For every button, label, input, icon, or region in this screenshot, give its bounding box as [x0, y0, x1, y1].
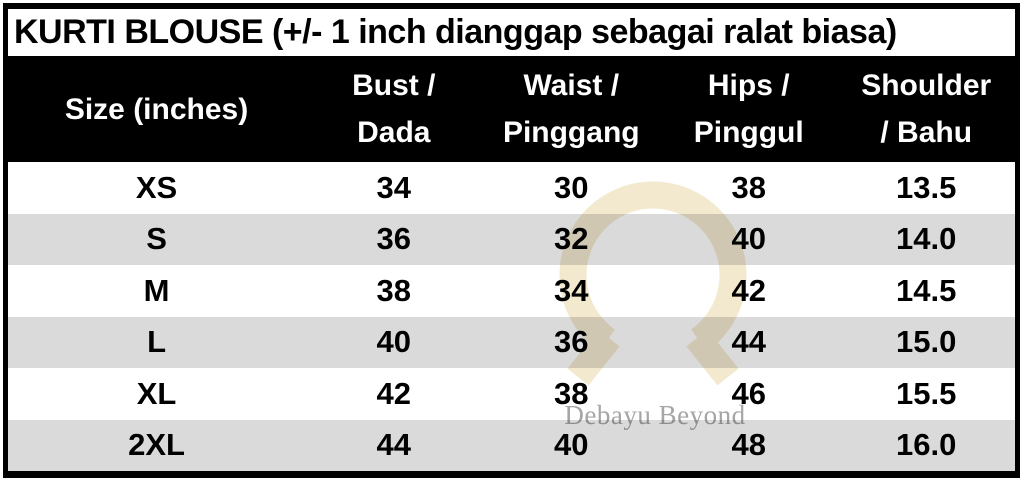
- cell-size: 2XL: [128, 427, 185, 463]
- header-cell-bust: Bust / Dada: [305, 56, 482, 162]
- cell-hips: 38: [731, 169, 766, 205]
- header-label-hips-line1: Hips /: [707, 69, 790, 102]
- cell-hips: 40: [731, 221, 766, 257]
- cell-shoulder: 15.0: [896, 324, 957, 360]
- cell-shoulder: 14.0: [896, 221, 957, 257]
- cell-bust: 38: [376, 272, 412, 308]
- header-label-hips-line2: Pinggul: [693, 116, 804, 149]
- cell-size: M: [143, 272, 170, 308]
- cell-waist: 38: [554, 375, 589, 411]
- cell-shoulder: 16.0: [896, 427, 957, 463]
- header-row: Size (inches) Bust / Dada Waist / Pingga…: [8, 56, 1015, 162]
- table-row-l: L 40 36 44 15.0: [8, 316, 1015, 368]
- header-cell-hips: Hips / Pinggul: [660, 56, 837, 162]
- cell-size: XL: [136, 375, 177, 411]
- cell-shoulder: 14.5: [896, 272, 957, 308]
- cell-hips: 48: [731, 427, 766, 463]
- table-row-2xl: 2XL 44 40 48 16.0: [8, 419, 1015, 471]
- cell-bust: 34: [376, 169, 412, 205]
- header-label-bust-line1: Bust /: [352, 69, 436, 102]
- title-row: KURTI BLOUSE (+/- 1 inch dianggap sebaga…: [8, 9, 1015, 56]
- cell-size: S: [146, 221, 167, 257]
- cell-waist: 36: [554, 324, 589, 360]
- header-cell-size: Size (inches): [8, 56, 305, 162]
- size-chart-table: KURTI BLOUSE (+/- 1 inch dianggap sebaga…: [3, 3, 1020, 478]
- cell-waist: 30: [554, 169, 589, 205]
- header-label-waist-line2: Pinggang: [502, 116, 640, 149]
- table-body: XS 34 30 38 13.5 S 36 32 40 14.0 M 38 34…: [8, 162, 1015, 471]
- header-label-shoulder-line1: Shoulder: [861, 69, 992, 102]
- cell-size: XS: [135, 169, 178, 205]
- header-label-waist-line1: Waist /: [523, 69, 620, 102]
- cell-shoulder: 15.5: [896, 375, 957, 411]
- cell-waist: 32: [554, 221, 589, 257]
- cell-bust: 40: [376, 324, 412, 360]
- cell-waist: 34: [554, 272, 589, 308]
- table-row-m: M 38 34 42 14.5: [8, 265, 1015, 317]
- header-label-shoulder-line2: / Bahu: [880, 116, 973, 149]
- cell-bust: 36: [376, 221, 412, 257]
- header-label-size: Size (inches): [64, 92, 249, 126]
- page-title: KURTI BLOUSE (+/- 1 inch dianggap sebaga…: [14, 13, 897, 51]
- cell-bust: 42: [376, 375, 412, 411]
- header-cell-shoulder: Shoulder / Bahu: [837, 56, 1014, 162]
- table-row-xl: XL 42 38 46 15.5: [8, 368, 1015, 420]
- cell-hips: 42: [731, 272, 766, 308]
- table-row-s: S 36 32 40 14.0: [8, 213, 1015, 265]
- cell-hips: 44: [731, 324, 766, 360]
- cell-hips: 46: [731, 375, 766, 411]
- header-cell-waist: Waist / Pinggang: [483, 56, 660, 162]
- cell-bust: 44: [376, 427, 412, 463]
- table-row-xs: XS 34 30 38 13.5: [8, 162, 1015, 214]
- header-label-bust-line2: Dada: [357, 116, 431, 149]
- cell-size: L: [147, 324, 166, 360]
- cell-shoulder: 13.5: [896, 169, 957, 205]
- cell-waist: 40: [554, 427, 589, 463]
